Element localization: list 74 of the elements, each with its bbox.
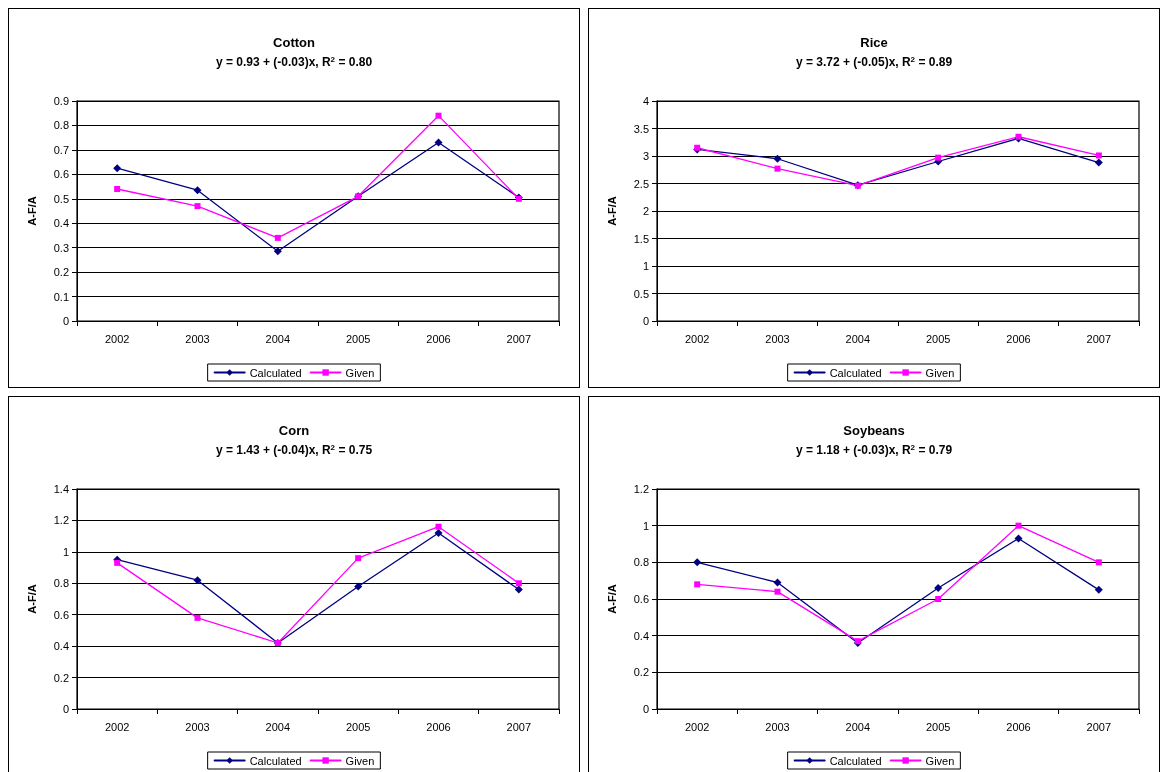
x-tick-label: 2006 [426,332,451,345]
y-axis-title: A-F/A [605,196,618,226]
y-tick-label: 0.5 [633,287,649,300]
chart-title: Soybeans [843,423,905,438]
y-tick-label: 0.5 [53,192,69,205]
y-axis-title: A-F/A [25,584,38,614]
x-tick-label: 2003 [765,720,790,733]
y-tick-label: 0.8 [53,577,69,590]
x-tick-label: 2005 [925,332,951,345]
x-tick-label: 2004 [845,332,871,345]
x-tick-label: 2005 [345,332,371,345]
y-tick-label: 0.6 [633,593,649,605]
y-tick-label: 0.2 [53,671,69,684]
chart-title: Rice [860,35,888,50]
x-tick-label: 2007 [506,720,532,733]
y-tick-label: 0.6 [53,608,69,621]
y-tick-label: 0.6 [53,168,69,181]
x-tick-label: 2002 [684,332,710,345]
y-tick-label: 3.5 [633,122,649,135]
x-tick-label: 2007 [1086,720,1112,733]
legend-label: Given [345,366,375,379]
x-tick-label: 2006 [426,720,451,733]
x-tick-label: 2002 [104,332,130,345]
legend-label: Calculated [829,754,882,767]
y-tick-label: 0.2 [633,666,649,679]
y-tick-label: 0.1 [53,290,69,303]
x-tick-label: 2004 [265,332,291,345]
y-tick-label: 0.3 [53,241,69,254]
y-tick-label: 0.2 [53,266,69,279]
x-tick-label: 2005 [345,720,371,733]
x-tick-label: 2004 [265,720,291,733]
y-tick-label: 3 [642,150,649,162]
legend-label: Given [345,754,375,767]
chart-title: Cotton [273,35,315,50]
y-tick-label: 1 [62,545,69,558]
legend-label: Given [925,366,955,379]
y-tick-label: 1.5 [633,232,649,245]
x-tick-label: 2006 [1006,332,1031,345]
y-tick-label: 2.5 [633,177,649,190]
y-tick-label: 0.8 [53,119,69,132]
x-tick-label: 2006 [1006,720,1031,733]
x-tick-label: 2007 [1086,332,1112,345]
x-tick-label: 2004 [845,720,871,733]
legend-label: Calculated [829,366,882,379]
x-tick-label: 2003 [185,332,210,345]
x-tick-label: 2002 [104,720,130,733]
legend-label: Calculated [249,366,302,379]
y-tick-label: 0 [62,703,69,715]
x-tick-label: 2005 [925,720,951,733]
y-tick-label: 0 [62,315,69,327]
y-tick-label: 0.8 [633,556,649,569]
y-tick-label: 0.9 [53,95,69,107]
y-tick-label: 0.4 [633,629,649,642]
y-tick-label: 0.4 [53,217,69,230]
y-tick-label: 1 [642,260,649,272]
y-tick-label: 0 [642,703,649,715]
legend-label: Calculated [249,754,302,767]
y-tick-label: 1.2 [633,483,649,495]
y-tick-label: 2 [642,205,649,217]
y-axis-title: A-F/A [25,196,38,226]
y-tick-label: 4 [642,95,649,107]
x-tick-label: 2003 [185,720,210,733]
y-tick-label: 0.7 [53,143,69,156]
y-tick-label: 0 [642,315,649,327]
chart-title: Corn [278,423,310,438]
legend-label: Given [925,754,955,767]
y-tick-label: 1.4 [53,483,69,495]
y-axis-title: A-F/A [605,584,618,614]
x-tick-label: 2002 [684,720,710,733]
y-tick-label: 1.2 [53,514,69,527]
y-tick-label: 0.4 [53,640,69,653]
y-tick-label: 1 [642,519,649,532]
x-tick-label: 2007 [506,332,532,345]
x-tick-label: 2003 [765,332,790,345]
